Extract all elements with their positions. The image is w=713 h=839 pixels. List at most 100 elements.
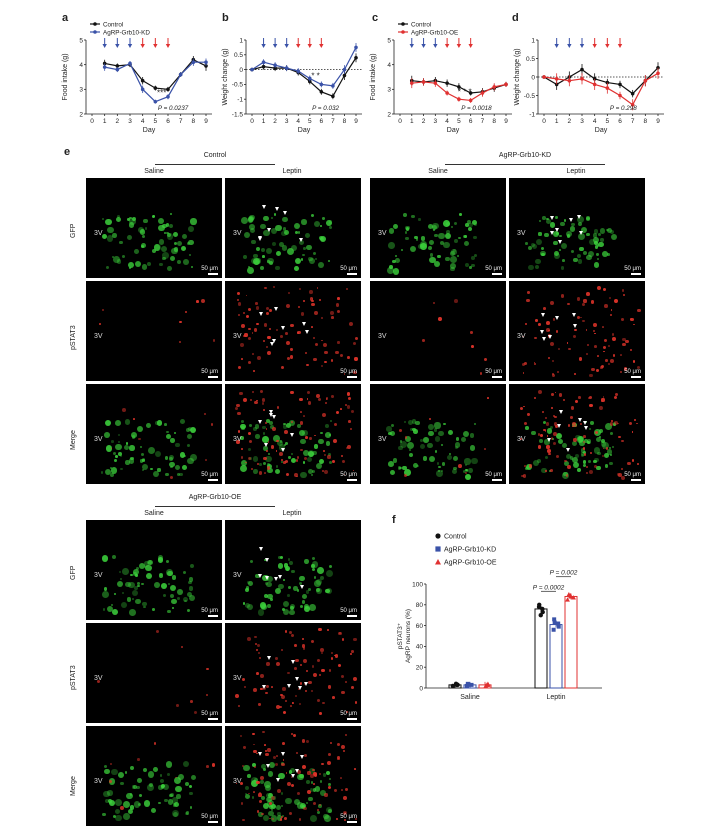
arrowhead-marker xyxy=(568,218,573,223)
pstat3-signal xyxy=(256,752,259,755)
gfp-signal xyxy=(142,264,148,270)
scale-bar: 50 μm xyxy=(485,369,502,378)
pstat3-signal xyxy=(297,330,302,335)
gfp-signal xyxy=(111,440,115,443)
pstat3-signal xyxy=(336,818,339,821)
pstat3-signal xyxy=(299,682,302,685)
data-point xyxy=(273,63,277,67)
gfp-signal xyxy=(101,555,109,562)
gfp-signal xyxy=(173,802,179,808)
panel-b-letter: b xyxy=(222,12,229,24)
gfp-signal xyxy=(535,238,542,246)
gfp-signal xyxy=(578,259,583,264)
pstat3-signal xyxy=(632,360,635,363)
y-tick-label: 3 xyxy=(79,87,83,94)
gfp-signal xyxy=(607,449,613,455)
y-tick-label: 0 xyxy=(531,74,535,81)
gfp-signal xyxy=(455,437,460,441)
gfp-signal xyxy=(395,258,400,263)
pstat3-signal xyxy=(237,411,241,416)
pstat3-signal xyxy=(248,457,252,461)
gfp-signal xyxy=(188,577,194,582)
gfp-signal xyxy=(263,215,270,222)
gfp-signal xyxy=(602,251,608,257)
pstat3-signal xyxy=(285,699,288,702)
gfp-signal xyxy=(267,771,274,777)
gfp-signal xyxy=(303,449,310,456)
gfp-signal xyxy=(431,224,438,231)
group-divider xyxy=(155,506,275,507)
scale-bar-label: 50 μm xyxy=(340,266,357,272)
pstat3-signal xyxy=(572,334,577,339)
pstat3-signal xyxy=(524,465,526,467)
scale-bar-line xyxy=(347,718,357,720)
gfp-signal xyxy=(250,559,254,563)
gfp-signal xyxy=(323,773,327,777)
gfp-signal xyxy=(409,245,416,252)
pstat3-signal xyxy=(553,441,557,445)
pstat3-signal xyxy=(323,469,328,474)
pstat3-signal xyxy=(256,399,258,402)
gfp-signal xyxy=(188,225,195,232)
pstat3-signal xyxy=(519,406,523,410)
pstat3-signal xyxy=(296,456,300,459)
pstat3-signal xyxy=(524,323,527,326)
gfp-signal xyxy=(538,232,542,236)
gfp-signal xyxy=(107,790,113,796)
gfp-signal xyxy=(450,262,457,269)
pstat3-signal xyxy=(608,363,611,366)
pstat3-signal xyxy=(290,705,293,708)
gfp-signal xyxy=(315,587,320,592)
gfp-signal xyxy=(146,572,152,579)
pstat3-signal xyxy=(259,799,263,803)
pstat3-signal xyxy=(554,391,557,394)
gfp-signal xyxy=(305,605,308,608)
data-point xyxy=(457,85,461,89)
pstat3-signal xyxy=(251,467,254,470)
pstat3-signal xyxy=(290,784,294,788)
pstat3-signal xyxy=(585,329,588,331)
gfp-signal xyxy=(312,251,317,256)
scale-bar-label: 50 μm xyxy=(485,266,502,272)
pstat3-signal xyxy=(605,447,609,450)
gfp-signal xyxy=(133,785,138,790)
injection-arrow-head xyxy=(153,44,158,48)
pstat3-signal xyxy=(181,645,184,648)
pstat3-signal xyxy=(354,817,357,820)
pstat3-signal xyxy=(258,656,262,660)
data-point xyxy=(250,67,254,72)
pstat3-signal xyxy=(601,398,605,402)
gfp-signal xyxy=(158,801,161,805)
gfp-signal xyxy=(415,420,420,426)
pstat3-signal xyxy=(243,686,246,689)
pstat3-signal xyxy=(316,287,319,290)
pstat3-signal xyxy=(347,396,351,400)
pstat3-signal xyxy=(553,415,557,419)
pstat3-signal xyxy=(290,323,294,328)
pstat3-signal xyxy=(537,389,542,394)
pstat3-signal xyxy=(170,475,174,480)
gfp-signal xyxy=(255,434,260,439)
gfp-signal xyxy=(600,439,605,444)
gfp-signal xyxy=(183,570,187,575)
pstat3-signal xyxy=(260,776,265,781)
arrowhead-marker xyxy=(281,447,286,452)
pstat3-signal xyxy=(343,749,346,753)
gfp-signal xyxy=(443,423,446,426)
gfp-signal xyxy=(179,452,186,458)
pstat3-signal xyxy=(321,469,325,472)
gfp-signal xyxy=(112,609,119,615)
gfp-signal xyxy=(243,764,250,772)
pstat3-signal xyxy=(610,419,614,423)
pstat3-signal xyxy=(345,711,348,714)
pstat3-signal xyxy=(554,425,558,429)
arrowhead-marker xyxy=(265,557,270,562)
scale-bar: 50 μm xyxy=(340,608,357,617)
x-tick-label: 2 xyxy=(273,118,277,125)
pstat3-signal xyxy=(330,742,332,745)
gfp-signal xyxy=(307,456,313,462)
pstat3-signal xyxy=(262,731,265,734)
gfp-signal xyxy=(131,431,138,438)
gfp-signal xyxy=(473,253,477,257)
pstat3-signal xyxy=(324,360,328,364)
